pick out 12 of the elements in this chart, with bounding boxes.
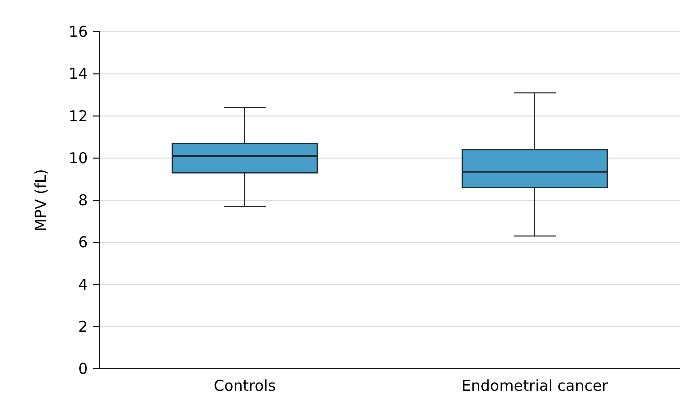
- y-tick-label: 2: [78, 318, 88, 336]
- y-tick-label: 10: [68, 149, 88, 168]
- x-tick-label: Endometrial cancer: [462, 377, 610, 395]
- y-tick-label: 16: [68, 23, 88, 41]
- y-tick-label: 8: [78, 192, 88, 210]
- y-tick-label: 12: [68, 107, 88, 126]
- y-axis-title: MPV (fL): [32, 169, 50, 232]
- y-tick-label: 14: [68, 65, 88, 84]
- x-tick-label: Controls: [214, 377, 276, 395]
- y-tick-label: 6: [78, 234, 88, 252]
- y-tick-label: 4: [78, 276, 88, 294]
- y-tick-label: 0: [78, 360, 88, 378]
